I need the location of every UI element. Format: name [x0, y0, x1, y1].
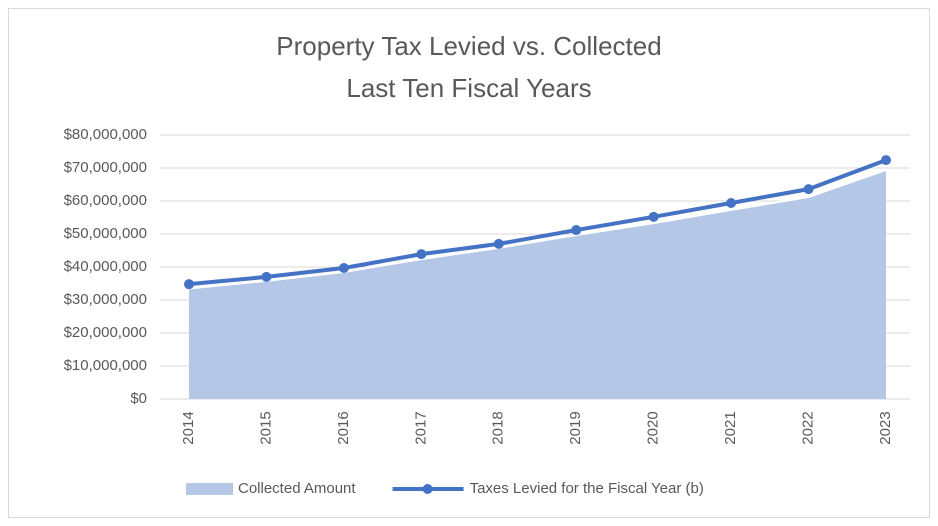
x-tick-label: 2022 [800, 411, 817, 444]
marker [726, 197, 737, 208]
x-tick-label: 2020 [645, 411, 662, 444]
y-tick-label: $80,000,000 [64, 126, 147, 143]
y-tick-label: $70,000,000 [64, 159, 147, 176]
x-tick-label: 2023 [877, 411, 894, 444]
x-tick-label: 2015 [257, 411, 274, 444]
marker [648, 211, 659, 222]
marker [803, 184, 814, 195]
legend-label: Taxes Levied for the Fiscal Year (b) [470, 480, 704, 497]
marker [571, 225, 582, 236]
x-tick-label: 2021 [722, 411, 739, 444]
legend-swatch [422, 484, 433, 494]
chart-title: Last Ten Fiscal Years [346, 73, 591, 103]
y-tick-label: $60,000,000 [64, 192, 147, 209]
marker [261, 271, 272, 282]
legend-label: Collected Amount [238, 480, 356, 497]
y-tick-label: $20,000,000 [64, 324, 147, 341]
marker [416, 249, 427, 260]
x-tick-label: 2019 [567, 411, 584, 444]
y-tick-label: $10,000,000 [64, 357, 147, 374]
x-tick-label: 2017 [412, 411, 429, 444]
x-tick-label: 2014 [180, 411, 197, 444]
y-tick-label: $0 [130, 390, 147, 407]
y-tick-label: $50,000,000 [64, 225, 147, 242]
area [189, 169, 886, 399]
marker [493, 238, 504, 249]
area-edge [188, 169, 887, 290]
x-tick-label: 2016 [335, 411, 352, 444]
y-tick-label: $30,000,000 [64, 291, 147, 308]
chart-title: Property Tax Levied vs. Collected [276, 31, 661, 61]
x-tick-label: 2018 [490, 411, 507, 444]
y-tick-label: $40,000,000 [64, 258, 147, 275]
marker [338, 262, 349, 273]
line [188, 158, 887, 287]
marker [881, 155, 891, 166]
marker [184, 279, 194, 290]
legend-swatch [186, 483, 233, 495]
